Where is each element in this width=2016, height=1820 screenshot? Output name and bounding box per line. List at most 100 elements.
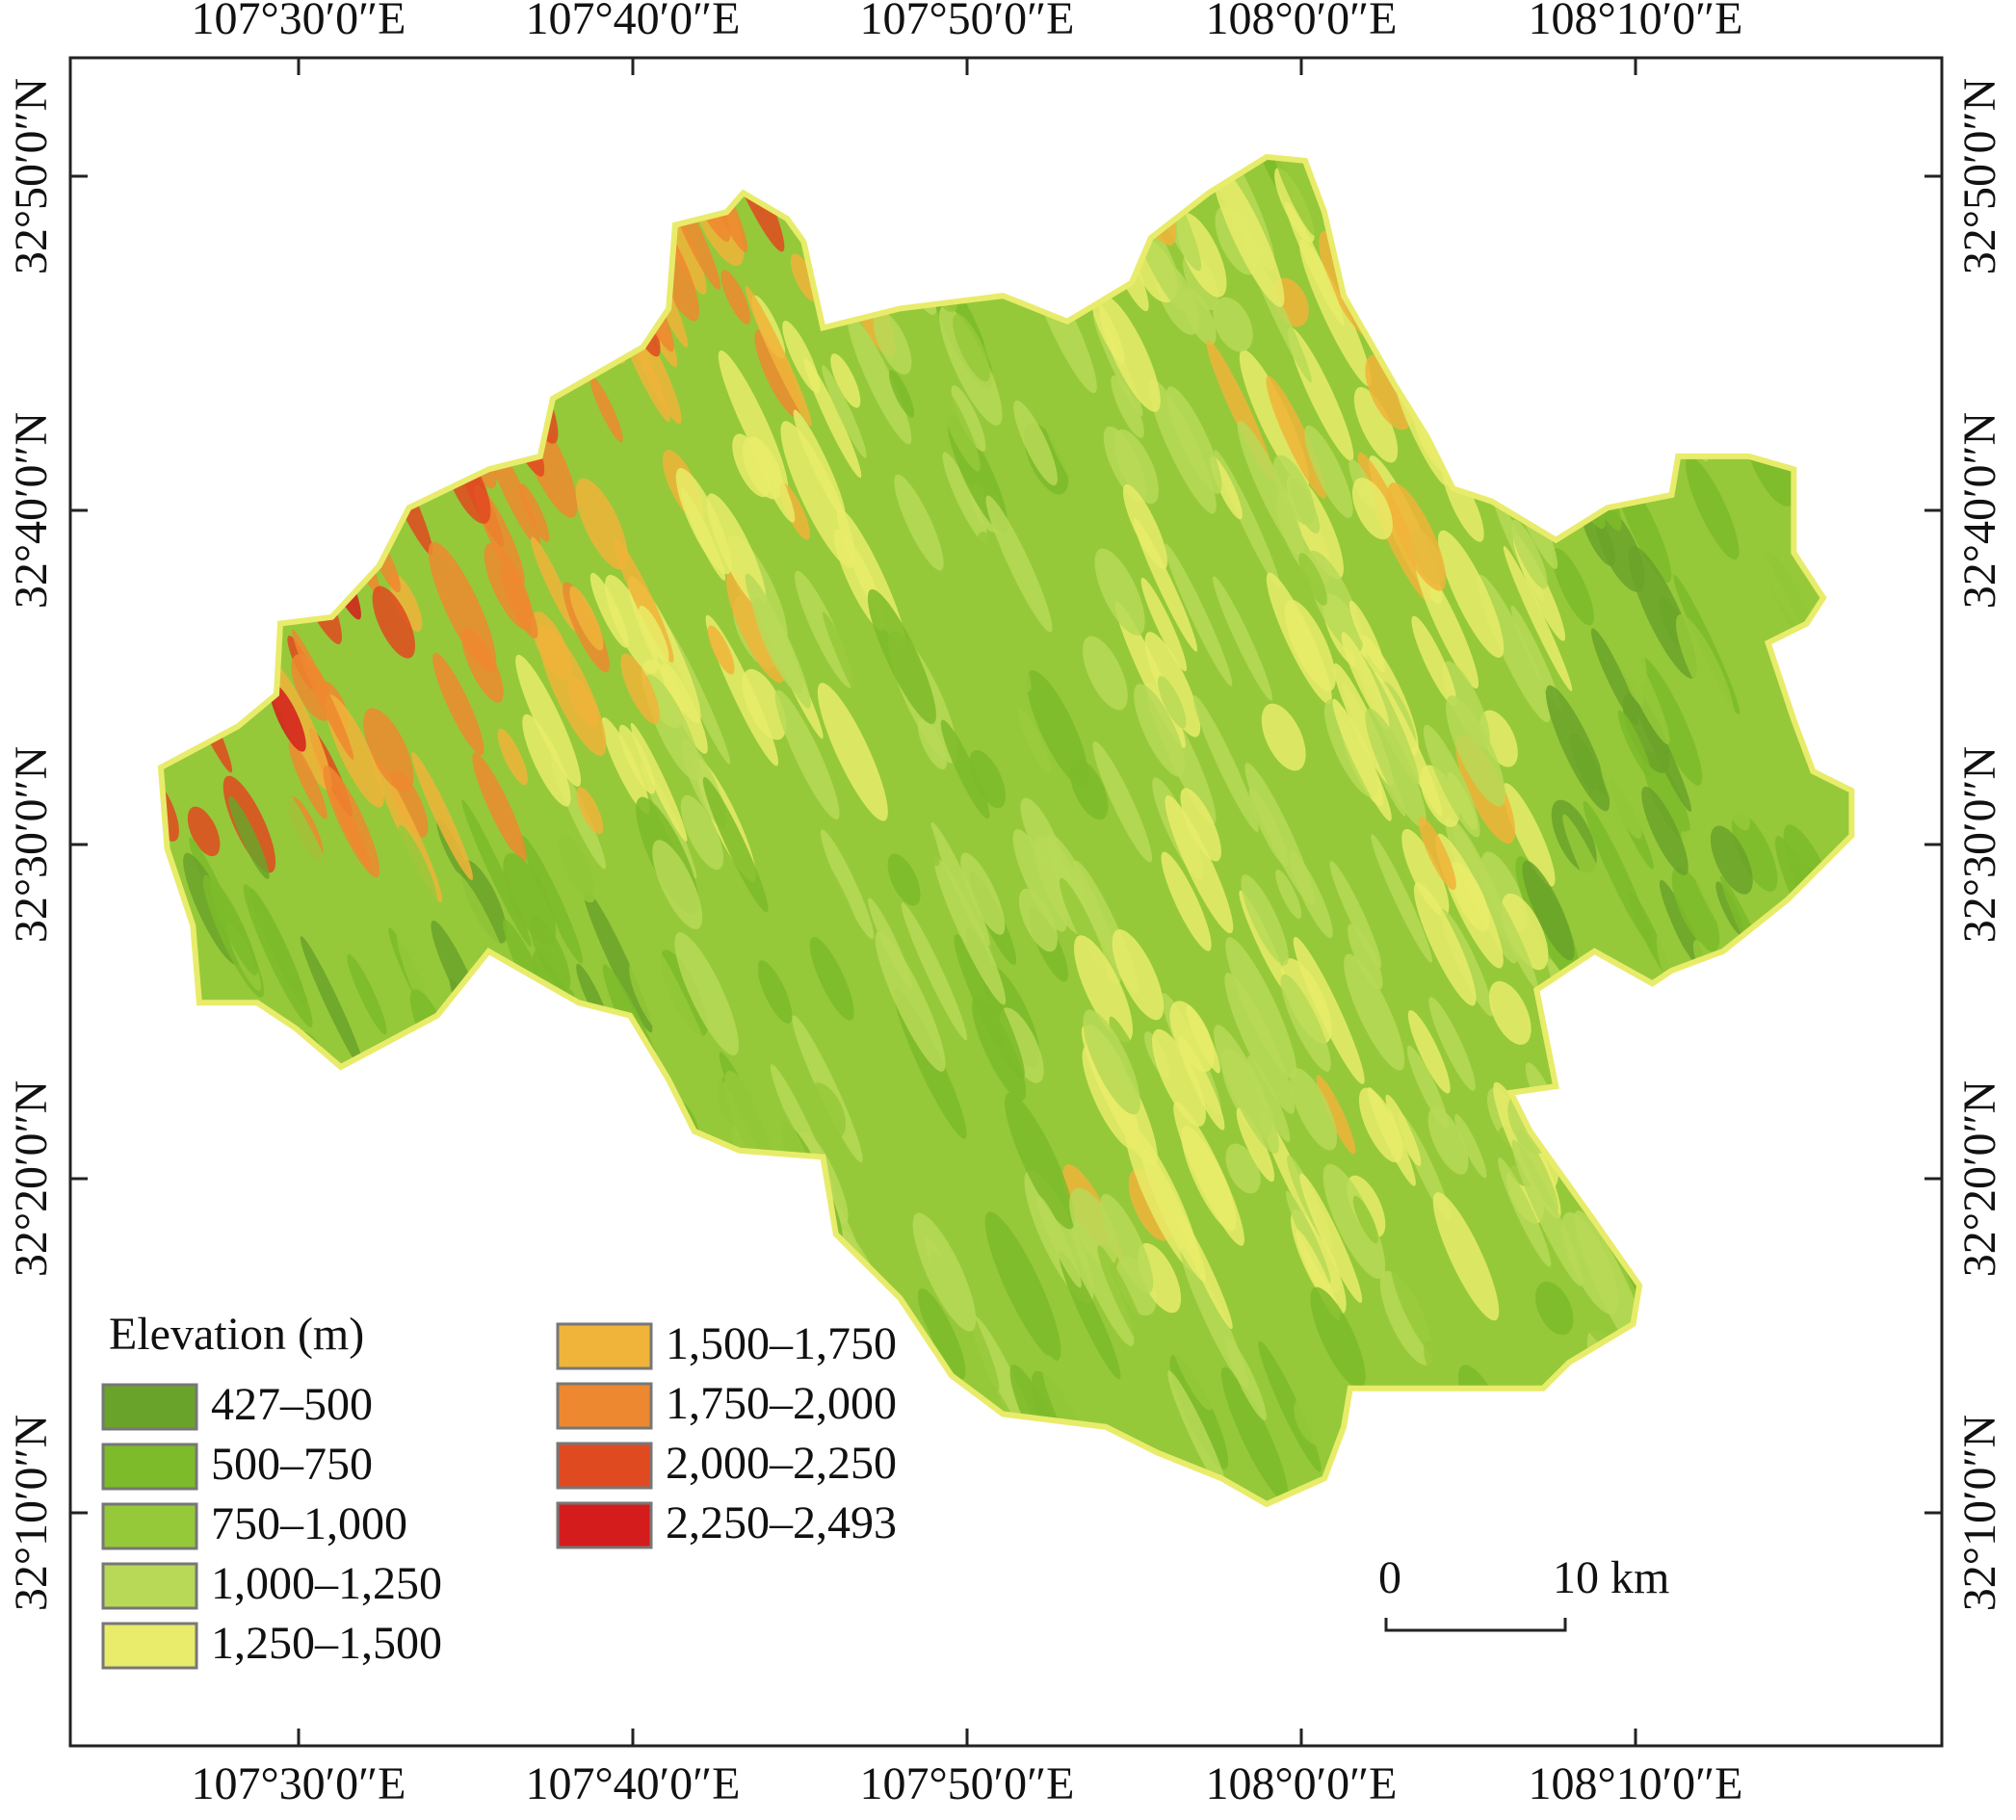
- terrain-ridge: [1026, 363, 1091, 499]
- scale-bar: 0 10 km: [1378, 1552, 1669, 1632]
- terrain-ridge: [620, 653, 660, 724]
- terrain-ridge: [1035, 1194, 1082, 1288]
- terrain-ridge: [1488, 886, 1538, 990]
- terrain-ridge: [1401, 828, 1450, 917]
- terrain-ridge: [604, 574, 659, 674]
- legend-label: 750–1,000: [211, 1498, 407, 1549]
- terrain-ridge: [1285, 1190, 1331, 1284]
- terrain-ridge: [1069, 1187, 1118, 1266]
- terrain-ridge: [1109, 1016, 1160, 1119]
- terrain-ridge: [347, 953, 387, 1035]
- terrain-ridge: [1178, 1035, 1225, 1131]
- terrain-ridge: [1664, 500, 1733, 643]
- terrain-ridge: [1365, 354, 1413, 430]
- terrain-ridge: [983, 323, 1027, 389]
- terrain-ridge: [774, 689, 840, 820]
- terrain-ridge: [1592, 789, 1646, 897]
- terrain-ridge: [1169, 1354, 1229, 1469]
- terrain-ridge: [1600, 758, 1642, 840]
- legend-label: 1,250–1,500: [211, 1618, 442, 1669]
- terrain-ridge: [1097, 1245, 1152, 1357]
- terrain-ridge: [1522, 860, 1575, 961]
- terrain-ridge: [918, 1287, 966, 1380]
- terrain-ridge: [644, 674, 701, 781]
- terrain-ridge: [820, 829, 875, 940]
- terrain-ridge: [1415, 559, 1479, 689]
- terrain-ridge: [1284, 599, 1336, 691]
- longitude-label-bottom: 107°30′0″E: [191, 1758, 406, 1809]
- terrain-ridge: [1685, 456, 1740, 560]
- latitude-label-left: 32°20′0″N: [6, 1080, 57, 1277]
- terrain-ridge: [1731, 812, 1778, 892]
- terrain-ridge: [1167, 1370, 1229, 1498]
- terrain-ridge: [1746, 507, 1809, 629]
- terrain-ridge: [1051, 571, 1096, 663]
- terrain-ridge: [1258, 1340, 1322, 1472]
- terrain-ridge: [969, 749, 1007, 809]
- terrain-ridge: [875, 931, 946, 1072]
- legend-label: 1,500–1,750: [666, 1318, 897, 1369]
- terrain-ridge: [515, 654, 582, 787]
- terrain-ridge: [1213, 576, 1272, 701]
- terrain-ridge: [1552, 548, 1594, 626]
- terrain-ridge: [1018, 888, 1058, 952]
- terrain-ridge: [1298, 553, 1327, 606]
- legend-swatch: [101, 1562, 198, 1610]
- terrain-ridge: [822, 365, 867, 458]
- terrain-ridge: [984, 1211, 1061, 1362]
- terrain-ridge: [894, 474, 944, 571]
- terrain-ridge: [1059, 1251, 1121, 1380]
- terrain-ridge: [742, 668, 787, 741]
- terrain-ridge: [1590, 628, 1638, 725]
- terrain-ridge: [160, 773, 179, 842]
- terrain-ridge: [1005, 1092, 1075, 1230]
- latitude-label-left: 32°40′0″N: [6, 412, 57, 609]
- terrain-ridge: [1710, 825, 1753, 895]
- terrain-ridge: [1112, 929, 1165, 1021]
- terrain-ridge: [830, 353, 861, 408]
- terrain-ridge: [847, 315, 912, 445]
- terrain-ridge: [1413, 882, 1477, 1006]
- terrain-ridge: [950, 617, 990, 692]
- terrain-ridge: [1310, 1287, 1366, 1389]
- terrain-ridge: [1073, 935, 1134, 1043]
- terrain-ridge: [1299, 1173, 1363, 1303]
- terrain-ridge: [1261, 703, 1306, 771]
- longitude-label-bottom: 107°40′0″E: [525, 1758, 740, 1809]
- legend-label: 1,000–1,250: [211, 1558, 442, 1609]
- terrain-ridge: [1379, 1270, 1434, 1365]
- terrain-ridge: [1675, 613, 1736, 729]
- terrain-ridge: [951, 385, 986, 452]
- scale-start: 0: [1378, 1552, 1401, 1603]
- terrain-ridge: [1144, 632, 1201, 738]
- terrain-ridge: [1248, 788, 1289, 867]
- terrain-ridge: [582, 886, 653, 1033]
- terrain-ridge: [1642, 750, 1690, 841]
- terrain-ridge: [732, 752, 788, 860]
- terrain-ridge: [1387, 482, 1447, 591]
- terrain-ridge: [1329, 861, 1382, 968]
- terrain-ridge: [1332, 698, 1392, 821]
- terrain-ridge: [751, 436, 796, 523]
- terrain-ridge: [1140, 577, 1188, 672]
- terrain-ridge: [589, 572, 629, 648]
- terrain-ridge: [1092, 741, 1153, 863]
- terrain-ridge: [720, 270, 751, 325]
- longitude-label-top: 107°30′0″E: [191, 0, 406, 44]
- terrain-ridge: [790, 253, 819, 301]
- legend-label: 427–500: [211, 1379, 373, 1430]
- legend-swatch: [556, 1322, 653, 1370]
- terrain-ridge: [867, 588, 936, 724]
- terrain-ridge: [940, 719, 990, 819]
- latitude-label-right: 32°50′0″N: [1954, 78, 2005, 274]
- legend-label: 500–750: [211, 1439, 373, 1490]
- terrain-ridge: [1545, 685, 1610, 812]
- terrain-ridge: [187, 806, 221, 857]
- terrain-ridge: [1427, 1106, 1469, 1175]
- terrain-ridge: [1488, 980, 1532, 1045]
- terrain-ridge: [1165, 794, 1234, 934]
- terrain-ridge: [1293, 936, 1365, 1084]
- terrain-ridge: [1420, 765, 1460, 827]
- terrain-ridge: [1083, 636, 1128, 711]
- terrain-ridge: [674, 932, 739, 1056]
